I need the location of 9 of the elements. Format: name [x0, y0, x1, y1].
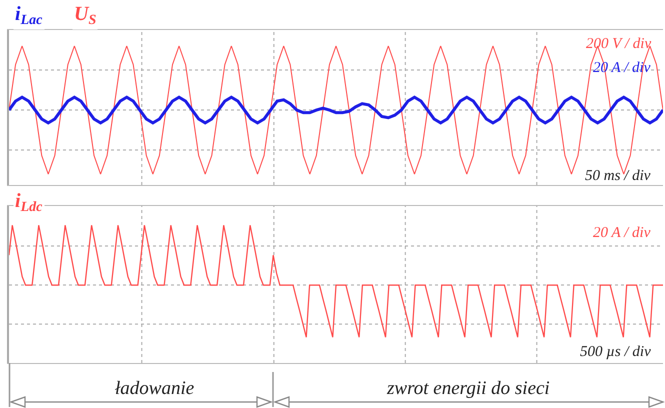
text: zwrot energii do sieci: [386, 378, 550, 399]
series-label: U$_{S}$: [74, 3, 96, 28]
text: 500 µs / div: [580, 344, 652, 360]
text: ładowanie: [115, 378, 194, 399]
annotation: 200 V / div: [586, 36, 652, 52]
text: i$_{Lac}$: [15, 3, 44, 28]
series-label: i$_{Ldc}$: [15, 190, 44, 216]
annotation: 20 A / div: [593, 225, 651, 241]
annotation: 50 ms / div: [585, 168, 651, 184]
